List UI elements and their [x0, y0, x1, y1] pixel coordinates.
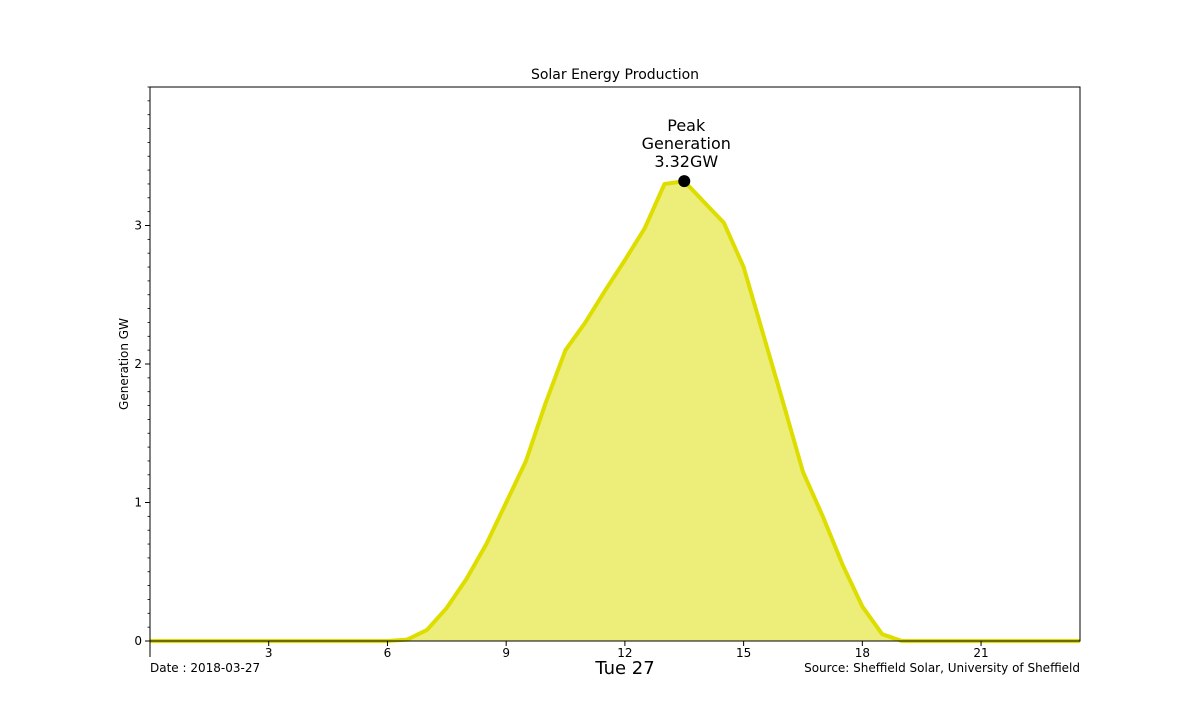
x-tick-label: 18 [855, 646, 870, 660]
plot-area: Peak Generation 3.32GW [149, 86, 1081, 643]
generation-area [150, 181, 1080, 641]
day-label: Tue 27 [594, 658, 654, 679]
y-tick-label: 2 [134, 357, 142, 371]
source-text: Source: Sheffield Solar, University of S… [804, 661, 1080, 675]
x-tick-label: 3 [265, 646, 273, 660]
x-tick-label: 21 [973, 646, 988, 660]
date-text: Date : 2018-03-27 [150, 661, 260, 675]
x-tick-label: 15 [736, 646, 751, 660]
y-minor-ticks [147, 86, 150, 642]
x-axis: 3 6 9 12 15 18 21 [149, 641, 989, 660]
y-tick-label: 0 [134, 634, 142, 648]
peak-annotation-line-1: Peak [667, 116, 706, 135]
y-tick-label: 3 [134, 219, 142, 233]
y-axis-label: Generation GW [117, 318, 131, 410]
peak-annotation-line-3: 3.32GW [654, 152, 718, 171]
x-tick-label: 9 [502, 646, 510, 660]
peak-marker [678, 175, 691, 188]
chart-title: Solar Energy Production [531, 67, 699, 83]
x-tick-label: 6 [384, 646, 392, 660]
peak-annotation-line-2: Generation [642, 134, 731, 153]
y-tick-label: 1 [134, 496, 142, 510]
x-tick-label: 12 [617, 646, 632, 660]
